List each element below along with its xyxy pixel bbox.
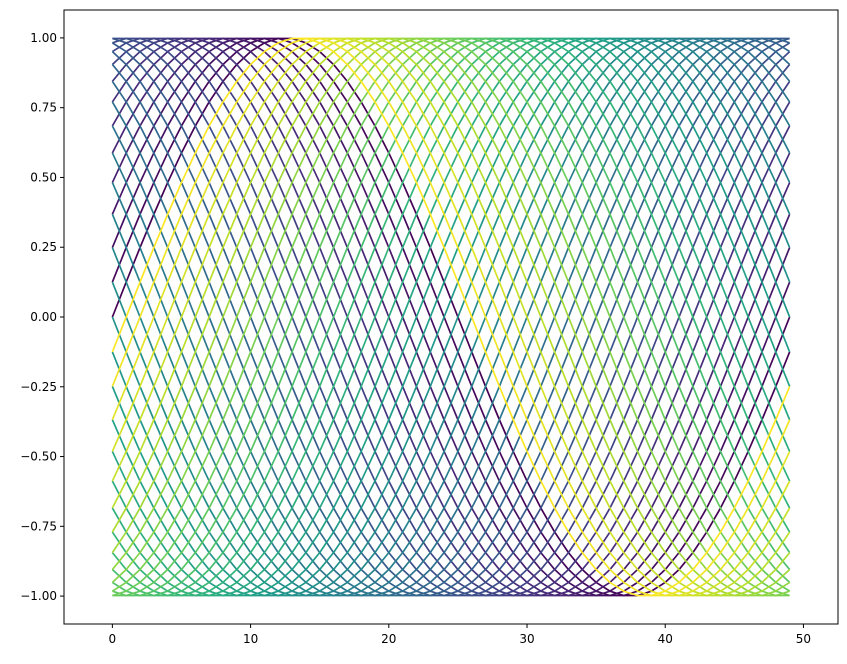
series-line-20	[111, 37, 791, 597]
x-tick-label: 0	[109, 632, 117, 646]
y-tick-label: −0.50	[20, 450, 57, 464]
series-line-38	[112, 37, 790, 597]
y-tick-label: 1.00	[30, 31, 57, 45]
series-line-39	[111, 37, 790, 597]
series-line-43	[111, 37, 791, 597]
series-line-40	[111, 37, 790, 597]
series-line-44	[111, 37, 791, 597]
y-tick-label: 0.25	[30, 240, 57, 254]
series-line-26	[111, 37, 791, 597]
x-tick-label: 10	[243, 632, 258, 646]
y-tick-label: −0.25	[20, 380, 57, 394]
series-line-15	[111, 37, 790, 597]
series-line-18	[111, 37, 791, 597]
series-line-16	[111, 37, 791, 597]
series-lines	[111, 37, 791, 597]
y-axis: −1.00 −0.75 −0.50 −0.25 0.00 0.25 0.50 0.75 1.00	[20, 31, 64, 603]
series-line-47	[111, 37, 791, 597]
series-line-19	[111, 37, 791, 597]
series-line-24	[111, 37, 791, 597]
series-line-42	[111, 37, 791, 597]
series-line-48	[111, 37, 791, 597]
series-line-17	[111, 37, 791, 597]
series-line-22	[111, 37, 791, 597]
y-tick-label: −0.75	[20, 519, 57, 533]
y-tick-label: 0.00	[30, 310, 57, 324]
series-line-45	[111, 37, 791, 597]
series-line-49	[111, 37, 791, 597]
y-tick-label: 0.75	[30, 101, 57, 115]
series-line-14	[111, 37, 790, 597]
y-tick-label: 0.50	[30, 170, 57, 184]
x-tick-label: 30	[519, 632, 534, 646]
series-line-13	[112, 37, 790, 597]
plot-background	[64, 10, 838, 624]
series-line-25	[111, 37, 791, 597]
x-tick-label: 40	[658, 632, 673, 646]
series-line-23	[111, 37, 791, 597]
x-axis: 0 10 20 30 40 50	[109, 624, 811, 646]
series-line-41	[111, 37, 791, 597]
y-tick-label: −1.00	[20, 589, 57, 603]
x-tick-label: 20	[381, 632, 396, 646]
x-tick-label: 50	[796, 632, 811, 646]
